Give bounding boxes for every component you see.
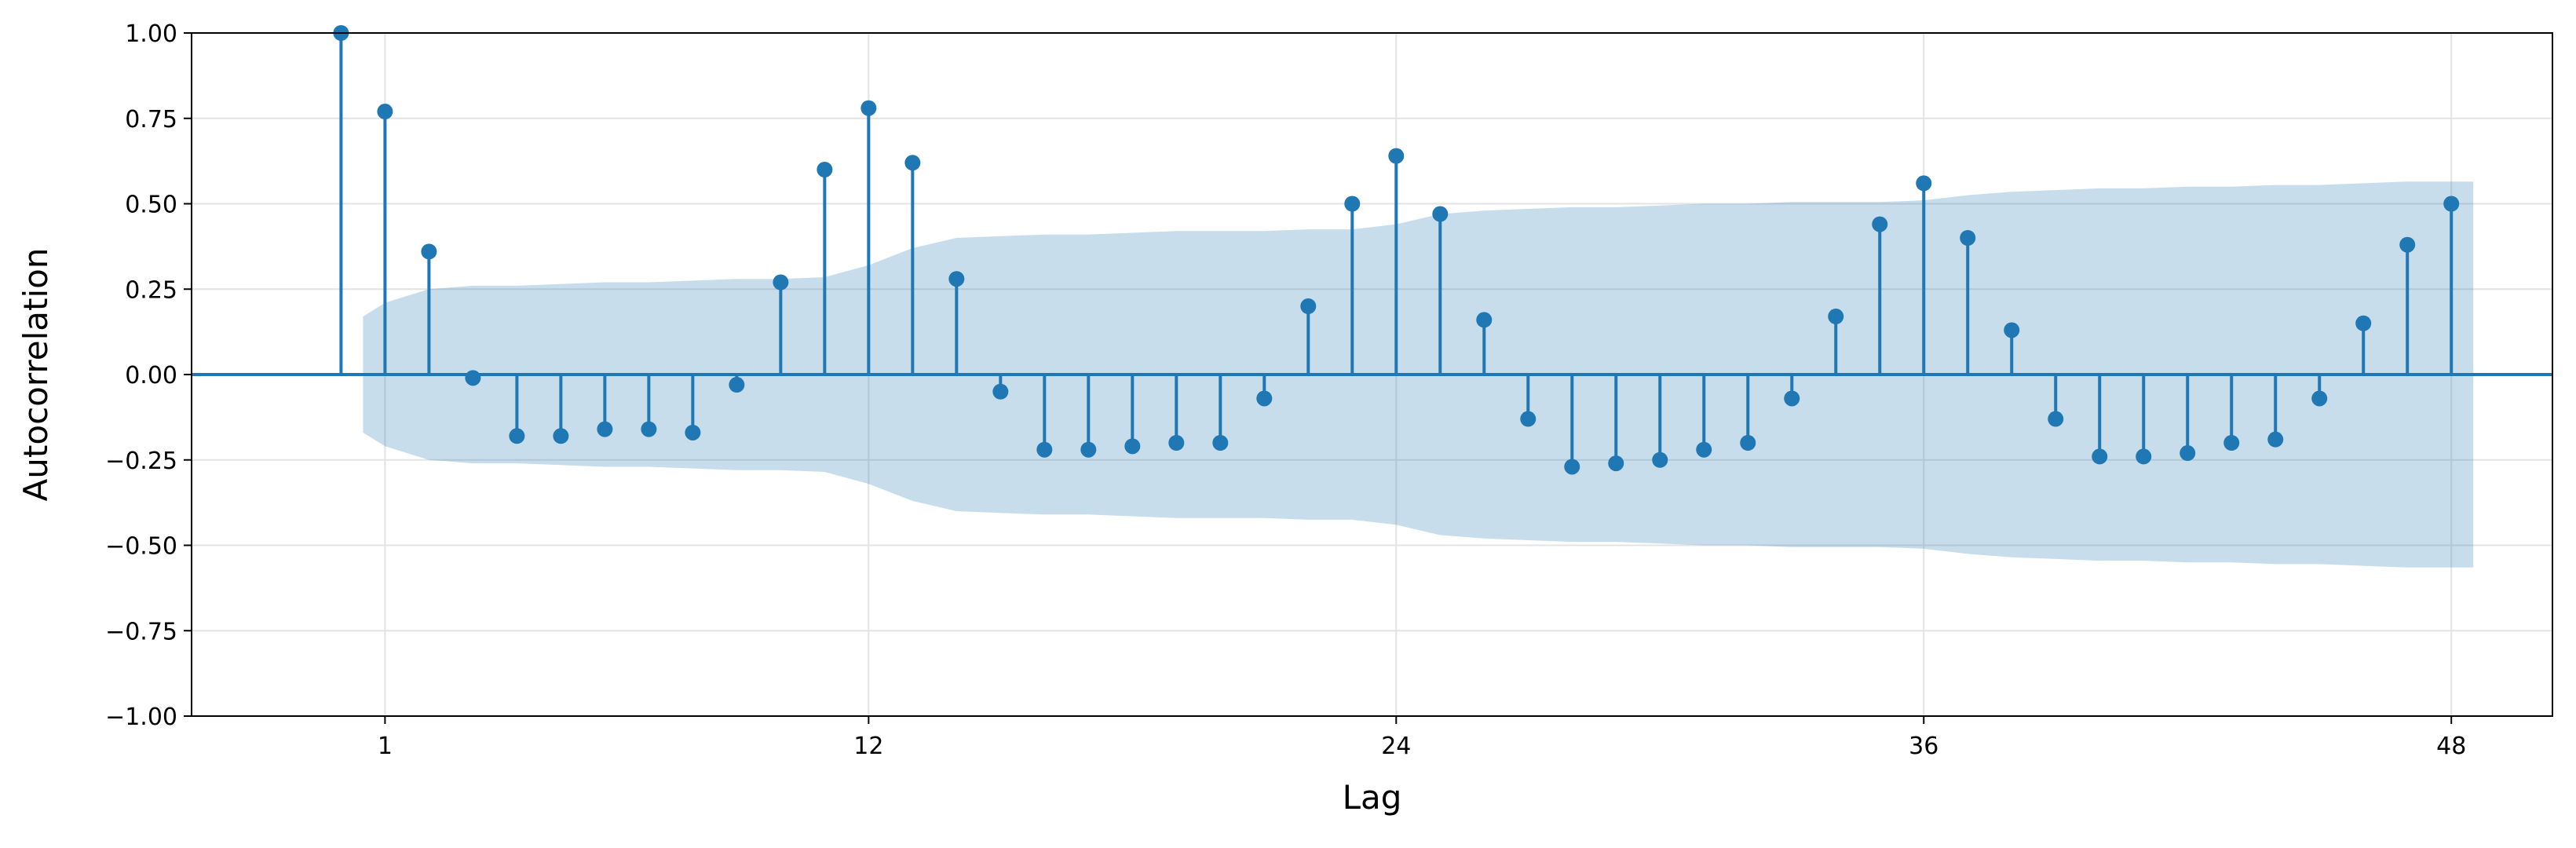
acf-point-lag-15 — [992, 383, 1009, 400]
acf-point-lag-26 — [1476, 312, 1493, 328]
x-axis-label: Lag — [1343, 778, 1402, 817]
x-tick-label: 12 — [853, 733, 883, 760]
acf-point-lag-23 — [1344, 196, 1361, 212]
y-tick-label: 0.50 — [125, 192, 177, 219]
acf-point-lag-13 — [904, 155, 921, 171]
acf-point-lag-25 — [1432, 206, 1449, 222]
acf-point-lag-36 — [1916, 175, 1932, 192]
acf-point-lag-37 — [1960, 230, 1976, 246]
acf-point-lag-43 — [2223, 435, 2240, 451]
acf-point-lag-12 — [860, 100, 877, 116]
y-tick-label: 1.00 — [125, 20, 177, 48]
acf-point-lag-24 — [1388, 148, 1405, 164]
acf-point-lag-9 — [729, 377, 745, 393]
acf-point-lag-2 — [421, 243, 437, 260]
acf-point-lag-4 — [509, 428, 525, 444]
y-tick-label: 0.25 — [125, 276, 177, 304]
x-tick-label: 36 — [1909, 733, 1938, 760]
y-tick-label: 0.00 — [125, 362, 177, 389]
acf-point-lag-1 — [377, 104, 393, 120]
acf-point-lag-46 — [2355, 315, 2372, 331]
acf-point-lag-41 — [2136, 448, 2152, 465]
acf-point-lag-22 — [1300, 298, 1317, 314]
x-tick-label: 24 — [1381, 733, 1411, 760]
acf-point-lag-17 — [1080, 441, 1097, 458]
acf-point-lag-30 — [1652, 451, 1668, 468]
acf-point-lag-14 — [948, 271, 965, 287]
x-tick-label: 48 — [2436, 733, 2466, 760]
y-axis-label: Autocorrelation — [16, 248, 55, 502]
acf-point-lag-3 — [465, 370, 481, 386]
acf-point-lag-31 — [1696, 441, 1712, 458]
acf-point-lag-20 — [1212, 435, 1229, 451]
acf-point-lag-47 — [2399, 236, 2416, 253]
acf-point-lag-38 — [2004, 322, 2020, 338]
acf-point-lag-42 — [2180, 445, 2196, 462]
acf-point-lag-32 — [1740, 435, 1756, 451]
y-tick-label: 0.75 — [125, 106, 177, 133]
stems — [339, 33, 2454, 467]
acf-point-lag-19 — [1168, 435, 1185, 451]
y-tick-label: −0.50 — [105, 533, 177, 561]
acf-point-lag-34 — [1828, 309, 1844, 325]
acf-point-lag-29 — [1608, 455, 1624, 472]
acf-point-lag-8 — [685, 424, 701, 440]
acf-point-lag-40 — [2092, 448, 2108, 465]
y-tick-label: −0.25 — [105, 448, 177, 475]
x-tick-label: 1 — [378, 733, 393, 760]
acf-point-lag-18 — [1124, 438, 1141, 455]
acf-point-lag-33 — [1784, 390, 1800, 407]
y-tick-label: −0.75 — [105, 618, 177, 645]
acf-point-lag-39 — [2048, 411, 2064, 427]
y-tick-label: −1.00 — [105, 704, 177, 731]
acf-point-lag-11 — [817, 162, 833, 177]
acf-point-lag-21 — [1256, 390, 1273, 407]
acf-point-lag-27 — [1520, 411, 1536, 427]
acf-point-lag-5 — [553, 428, 569, 444]
x-axis-ticks: 1 12 24 36 48 — [378, 716, 2466, 760]
acf-point-lag-45 — [2311, 390, 2328, 407]
acf-point-lag-48 — [2443, 196, 2460, 212]
acf-point-lag-44 — [2267, 431, 2284, 448]
acf-point-lag-10 — [773, 274, 789, 291]
acf-point-lag-16 — [1036, 441, 1053, 458]
acf-point-lag-28 — [1564, 459, 1580, 475]
y-axis-ticks: 1.00 0.75 0.50 0.25 0.00 −0.25 −0.50 −0.75 −1.00 — [105, 20, 192, 731]
acf-point-lag-7 — [641, 421, 657, 437]
acf-point-lag-6 — [597, 421, 613, 437]
acf-point-lag-35 — [1872, 216, 1888, 232]
markers — [333, 25, 2460, 475]
